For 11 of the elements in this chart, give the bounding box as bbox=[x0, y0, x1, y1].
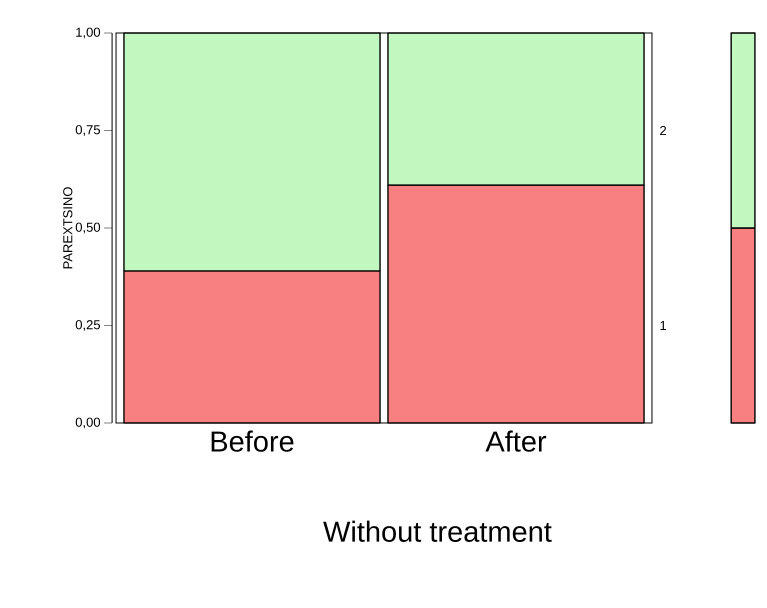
y-tick-label: 0,50 bbox=[76, 222, 100, 234]
series-label: 2 bbox=[660, 126, 666, 136]
x-tick-label: Before bbox=[212, 430, 294, 452]
y-tick-label: 0,25 bbox=[76, 320, 100, 331]
y-axis-title: PAREXTSINO bbox=[63, 187, 72, 268]
y-tick-label: 0,75 bbox=[76, 125, 100, 136]
y-tick-label: 1,00 bbox=[76, 28, 100, 38]
series-label: 1 bbox=[660, 321, 666, 330]
x-axis-title: Without treatment bbox=[323, 520, 552, 542]
y-tick-label: 0,00 bbox=[76, 418, 100, 428]
x-tick-label: After bbox=[485, 430, 546, 452]
